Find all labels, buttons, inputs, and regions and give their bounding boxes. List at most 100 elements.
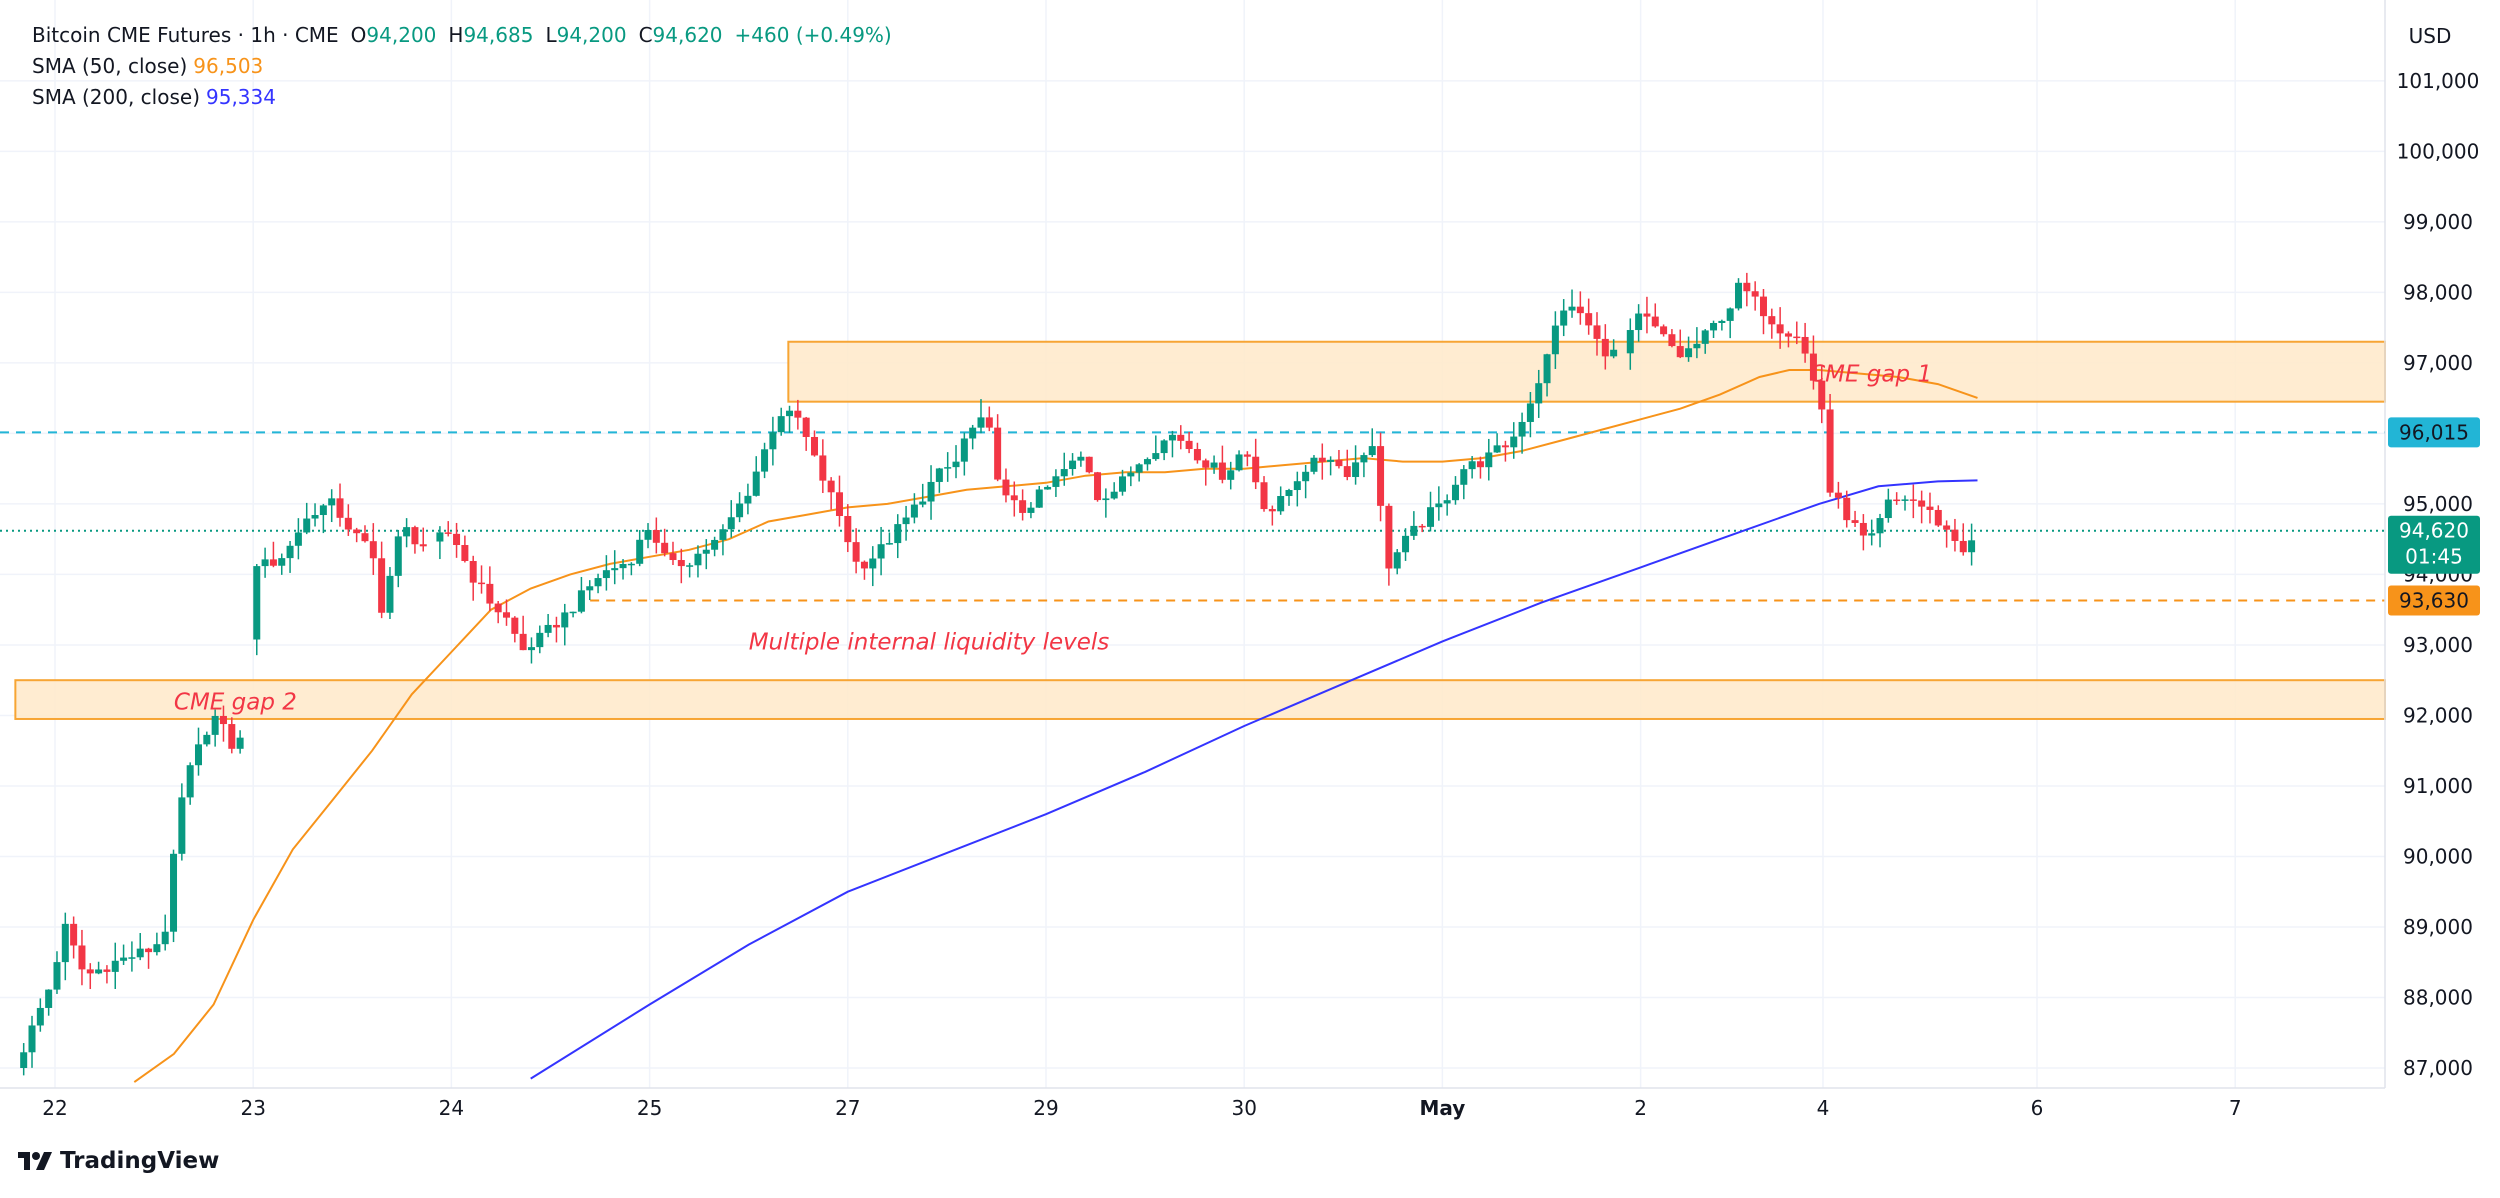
candle-body: [161, 931, 169, 945]
candle-body: [1335, 459, 1343, 467]
chart-legend: Bitcoin CME Futures · 1h · CME O94,200 H94…: [32, 20, 892, 113]
price-badge-label: 96,015: [2399, 420, 2469, 444]
candle-body: [619, 563, 627, 569]
candle-body: [1485, 452, 1493, 468]
candle-body: [769, 432, 777, 450]
candle-body: [353, 529, 361, 534]
candle-body: [1743, 282, 1751, 292]
candle-body: [1651, 316, 1659, 327]
candle-body: [1926, 506, 1934, 510]
candle-body: [686, 565, 694, 567]
candle-body: [819, 455, 827, 481]
candle-body: [1069, 460, 1077, 470]
candle-body: [1202, 460, 1210, 468]
candle-body: [1535, 383, 1543, 404]
candle-body: [719, 529, 727, 540]
candle-body: [1660, 326, 1668, 335]
candle-body: [1085, 456, 1093, 473]
candle-body: [1626, 330, 1634, 354]
candle-body: [1501, 445, 1509, 448]
candle-body: [394, 536, 402, 576]
candle-body: [944, 467, 952, 469]
candle-body: [1402, 535, 1410, 553]
x-tick-label: 27: [835, 1096, 860, 1120]
sma50-legend[interactable]: SMA (50, close) 96,503: [32, 51, 892, 82]
candle-body: [586, 586, 594, 591]
candle-body: [1901, 499, 1909, 501]
gap-zone: [787, 340, 2387, 403]
candle-body: [1543, 354, 1551, 384]
candle-body: [1685, 348, 1693, 358]
candle-body: [1077, 456, 1085, 461]
candle-body: [1252, 456, 1260, 483]
candle-body: [661, 542, 669, 554]
candle-body: [811, 436, 819, 456]
candle-body: [1909, 499, 1917, 501]
candle-body: [844, 516, 852, 543]
x-tick-label: 24: [439, 1096, 464, 1120]
candle-body: [894, 524, 902, 544]
candle-body: [1027, 507, 1035, 513]
y-tick-label: 101,000: [2397, 69, 2480, 93]
candle-body: [1601, 338, 1609, 357]
candle-body: [269, 559, 277, 566]
candle-body: [219, 715, 227, 725]
candle-body: [1676, 346, 1684, 358]
candle-body: [569, 611, 577, 614]
candle-body: [1476, 461, 1484, 468]
candle-body: [1443, 500, 1451, 504]
candle-body: [1851, 520, 1859, 523]
candle-body: [577, 590, 585, 612]
candle-body: [1751, 291, 1759, 297]
candle-body: [361, 533, 369, 542]
candle-body: [561, 612, 569, 628]
candle-body: [1635, 313, 1643, 331]
candle-body: [1327, 459, 1335, 462]
price-levels: [0, 431, 2385, 602]
candle-body: [444, 532, 452, 534]
currency-label[interactable]: USD: [2409, 24, 2452, 48]
x-tick-label: 4: [1817, 1096, 1830, 1120]
candle-body: [1510, 436, 1518, 448]
symbol-title[interactable]: Bitcoin CME Futures · 1h · CME: [32, 23, 339, 47]
tradingview-logo[interactable]: TradingView: [18, 1148, 219, 1174]
y-tick-label: 91,000: [2403, 774, 2473, 798]
candle-body: [1418, 525, 1426, 528]
candle-body: [777, 416, 785, 433]
candle-body: [1826, 409, 1834, 493]
sma200-value: 95,334: [206, 85, 276, 109]
candle-body: [711, 539, 719, 550]
candle-body: [1285, 490, 1293, 497]
candle-body: [1377, 446, 1385, 506]
open-value: 94,200: [366, 23, 437, 47]
candle-body: [303, 518, 311, 533]
candle-body: [153, 944, 161, 953]
candle-body: [211, 715, 219, 735]
time-axis[interactable]: 22 23 24 25 27 29 30 May 2 4 6 7: [0, 1087, 2385, 1120]
candle-body: [1793, 336, 1801, 339]
candle-body: [1368, 446, 1376, 456]
x-tick-label: May: [1419, 1096, 1465, 1120]
candle-body: [511, 617, 519, 634]
candle-body: [1893, 499, 1901, 502]
candle-body: [378, 558, 386, 613]
candle-body: [1951, 529, 1959, 541]
sma50-value: 96,503: [193, 54, 264, 78]
candle-body: [727, 517, 735, 530]
candle-body: [1143, 459, 1151, 465]
countdown-label: 01:45: [2405, 545, 2463, 569]
candle-body: [786, 410, 794, 417]
y-tick-label: 87,000: [2403, 1056, 2473, 1080]
sma200-legend[interactable]: SMA (200, close) 95,334: [32, 82, 892, 113]
price-badge: [2388, 417, 2480, 448]
candle-body: [1235, 454, 1243, 471]
candle-body: [652, 530, 660, 543]
candle-body: [419, 544, 427, 547]
annotation-label: Multiple internal liquidity levels: [749, 629, 1110, 655]
candle-body: [1010, 495, 1018, 501]
candle-body: [1934, 509, 1942, 526]
candle-body: [1451, 484, 1459, 501]
candle-body: [286, 545, 294, 559]
candle-body: [111, 960, 119, 972]
